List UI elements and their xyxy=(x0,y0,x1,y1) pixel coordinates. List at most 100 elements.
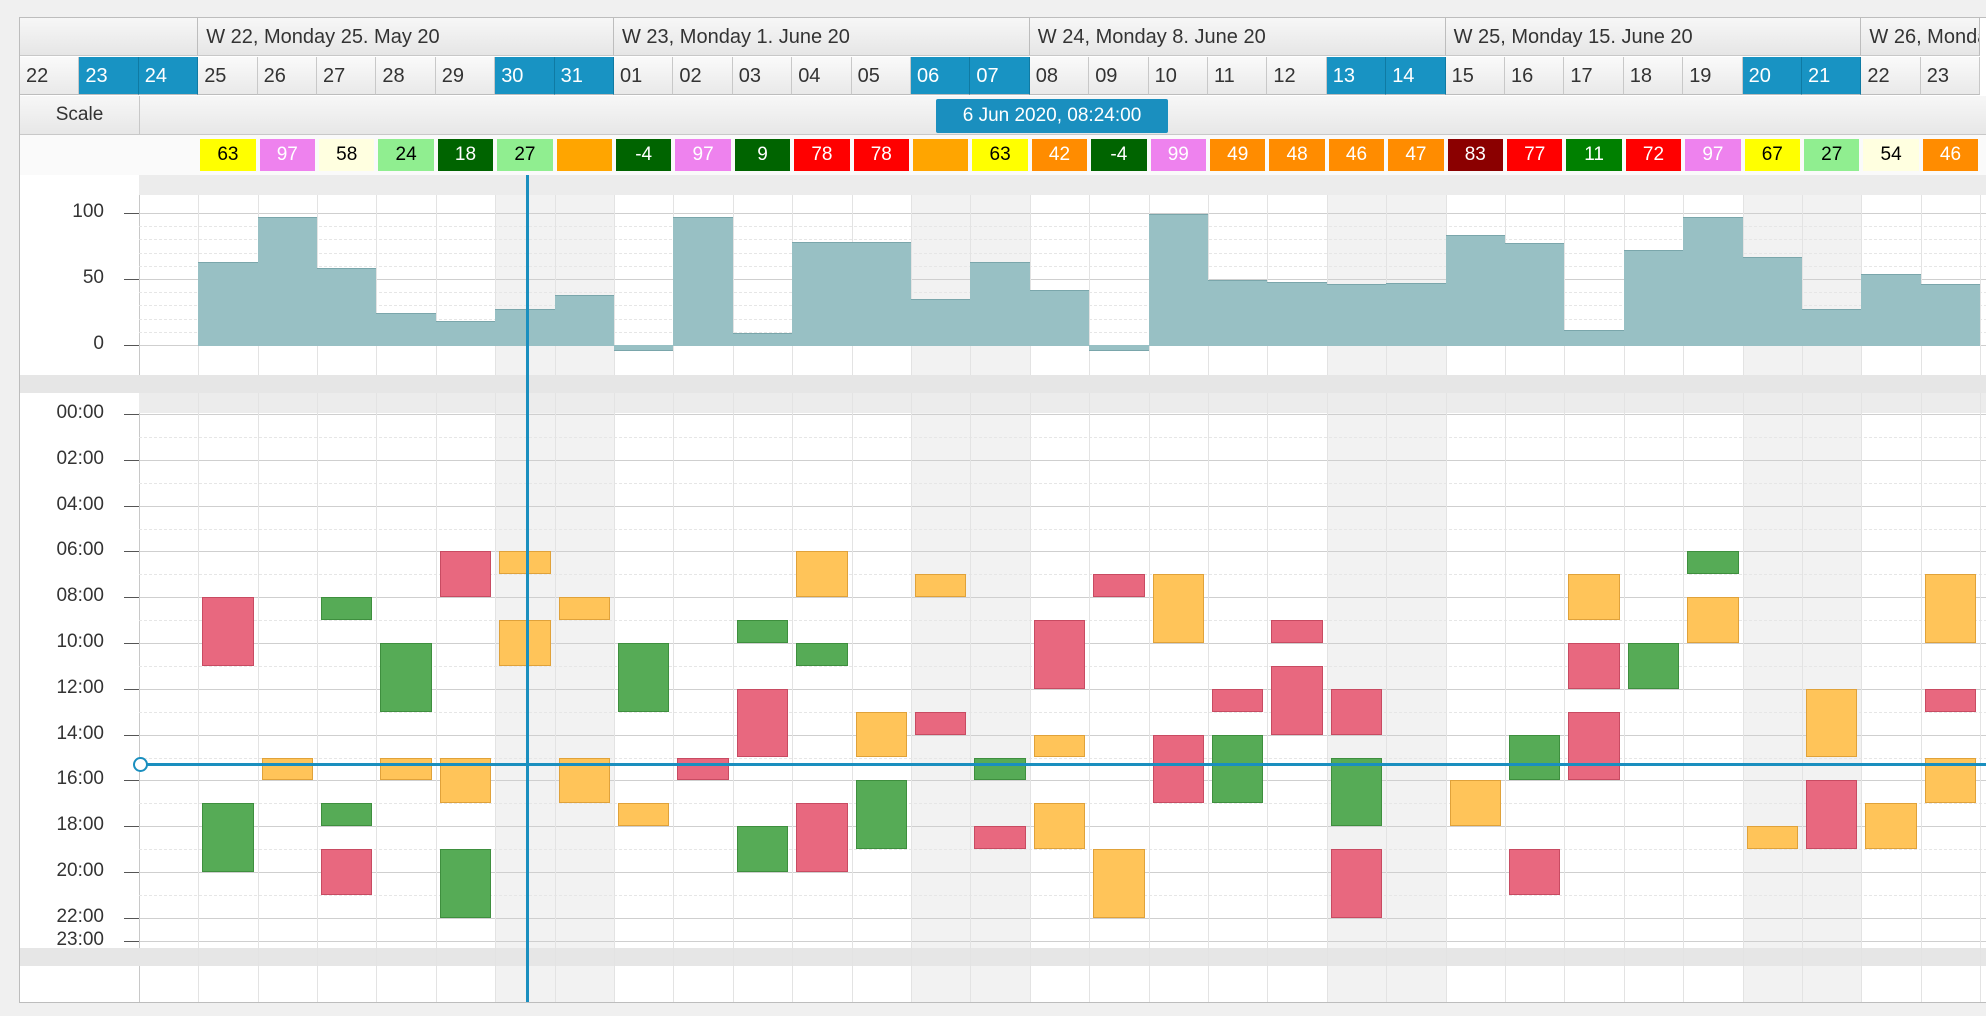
event-block[interactable] xyxy=(321,597,373,621)
event-block[interactable] xyxy=(1687,551,1739,575)
event-block[interactable] xyxy=(1330,849,1383,918)
day-header-cell[interactable]: 18 xyxy=(1623,57,1684,95)
value-bar[interactable] xyxy=(1920,284,1981,346)
event-block[interactable] xyxy=(1627,643,1680,689)
day-header-cell[interactable]: 17 xyxy=(1564,57,1624,95)
event-block[interactable] xyxy=(1924,574,1977,643)
value-bar[interactable] xyxy=(317,268,377,346)
event-block[interactable] xyxy=(380,643,432,712)
day-header-cell[interactable]: 15 xyxy=(1445,57,1505,95)
day-header-cell[interactable]: 06 xyxy=(911,57,971,95)
event-block[interactable] xyxy=(321,849,373,895)
value-bar[interactable] xyxy=(851,242,911,346)
event-block[interactable] xyxy=(1152,734,1204,804)
day-header-cell[interactable]: 03 xyxy=(732,57,793,95)
event-block[interactable] xyxy=(618,643,670,712)
day-header-cell[interactable]: 23 xyxy=(1920,57,1981,95)
day-header-cell[interactable]: 01 xyxy=(614,57,674,95)
day-header-cell[interactable]: 22 xyxy=(20,57,80,95)
value-bar[interactable] xyxy=(1208,280,1268,346)
value-bar[interactable] xyxy=(1623,249,1684,346)
event-block[interactable] xyxy=(1271,665,1323,735)
event-block[interactable] xyxy=(855,780,907,850)
event-block[interactable] xyxy=(1449,780,1501,827)
event-block[interactable] xyxy=(915,574,967,598)
event-block[interactable] xyxy=(736,620,789,643)
current-time-horizontal-line[interactable] xyxy=(139,763,1986,766)
event-block[interactable] xyxy=(736,826,789,872)
event-block[interactable] xyxy=(1212,688,1264,712)
value-bar[interactable] xyxy=(1802,309,1862,346)
event-block[interactable] xyxy=(618,803,670,827)
value-bar[interactable] xyxy=(732,333,793,346)
scale-label[interactable]: Scale xyxy=(20,96,140,134)
day-header-cell[interactable]: 09 xyxy=(1089,57,1149,95)
event-block[interactable] xyxy=(1746,826,1798,850)
day-header-cell[interactable]: 19 xyxy=(1683,57,1743,95)
event-block[interactable] xyxy=(202,597,254,666)
event-block[interactable] xyxy=(439,849,492,918)
value-bar[interactable] xyxy=(792,242,852,346)
value-bar[interactable] xyxy=(1742,256,1802,346)
event-block[interactable] xyxy=(796,551,848,598)
event-block[interactable] xyxy=(974,757,1026,781)
value-bar[interactable] xyxy=(1326,284,1387,346)
day-header-cell[interactable]: 23 xyxy=(79,57,139,95)
day-header-cell[interactable]: 08 xyxy=(1029,57,1090,95)
event-block[interactable] xyxy=(1924,688,1977,712)
event-block[interactable] xyxy=(1093,849,1145,918)
day-header-cell[interactable]: 02 xyxy=(673,57,733,95)
value-bar[interactable] xyxy=(911,298,971,346)
value-bar[interactable] xyxy=(435,321,496,346)
day-header-cell[interactable]: 29 xyxy=(435,57,496,95)
day-header-cell[interactable]: 20 xyxy=(1742,57,1802,95)
day-header-cell[interactable]: 12 xyxy=(1267,57,1327,95)
value-bar[interactable] xyxy=(495,309,555,346)
event-block[interactable] xyxy=(261,757,313,781)
event-block[interactable] xyxy=(1271,620,1323,643)
event-block[interactable] xyxy=(1806,780,1858,850)
day-header-cell[interactable]: 25 xyxy=(198,57,258,95)
event-block[interactable] xyxy=(499,620,551,666)
event-block[interactable] xyxy=(1330,688,1383,735)
value-bar[interactable] xyxy=(614,345,674,352)
event-block[interactable] xyxy=(439,551,492,598)
value-bar[interactable] xyxy=(554,294,614,346)
day-header-cell[interactable]: 26 xyxy=(257,57,317,95)
event-block[interactable] xyxy=(1212,734,1264,804)
event-block[interactable] xyxy=(855,711,907,758)
value-bar[interactable] xyxy=(1564,330,1624,346)
value-bar[interactable] xyxy=(1683,216,1743,346)
event-block[interactable] xyxy=(1033,803,1086,850)
day-header-cell[interactable]: 04 xyxy=(792,57,852,95)
value-bar[interactable] xyxy=(1267,281,1327,346)
event-block[interactable] xyxy=(736,688,789,758)
day-header-cell[interactable]: 10 xyxy=(1148,57,1208,95)
day-header-cell[interactable]: 07 xyxy=(970,57,1030,95)
day-header-cell[interactable]: 16 xyxy=(1505,57,1565,95)
event-block[interactable] xyxy=(796,803,848,872)
value-bar[interactable] xyxy=(198,261,258,346)
value-bar[interactable] xyxy=(376,313,436,346)
event-block[interactable] xyxy=(1568,574,1620,621)
event-block[interactable] xyxy=(974,826,1026,850)
day-header-cell[interactable]: 11 xyxy=(1208,57,1268,95)
day-header-cell[interactable]: 05 xyxy=(851,57,911,95)
event-block[interactable] xyxy=(558,597,610,621)
event-block[interactable] xyxy=(796,643,848,666)
value-bar[interactable] xyxy=(673,216,733,346)
value-bar[interactable] xyxy=(1861,273,1921,346)
value-bar[interactable] xyxy=(1505,243,1565,346)
value-bar[interactable] xyxy=(1445,235,1505,346)
day-header-cell[interactable]: 22 xyxy=(1861,57,1921,95)
value-bar[interactable] xyxy=(1089,345,1149,352)
day-header-cell[interactable]: 24 xyxy=(138,57,199,95)
day-header-cell[interactable]: 13 xyxy=(1326,57,1387,95)
value-bar[interactable] xyxy=(1386,282,1446,346)
event-block[interactable] xyxy=(1330,757,1383,827)
value-bar[interactable] xyxy=(1029,289,1090,346)
event-block[interactable] xyxy=(1806,688,1858,758)
event-block[interactable] xyxy=(1509,849,1561,895)
event-block[interactable] xyxy=(321,803,373,827)
event-block[interactable] xyxy=(1093,574,1145,598)
